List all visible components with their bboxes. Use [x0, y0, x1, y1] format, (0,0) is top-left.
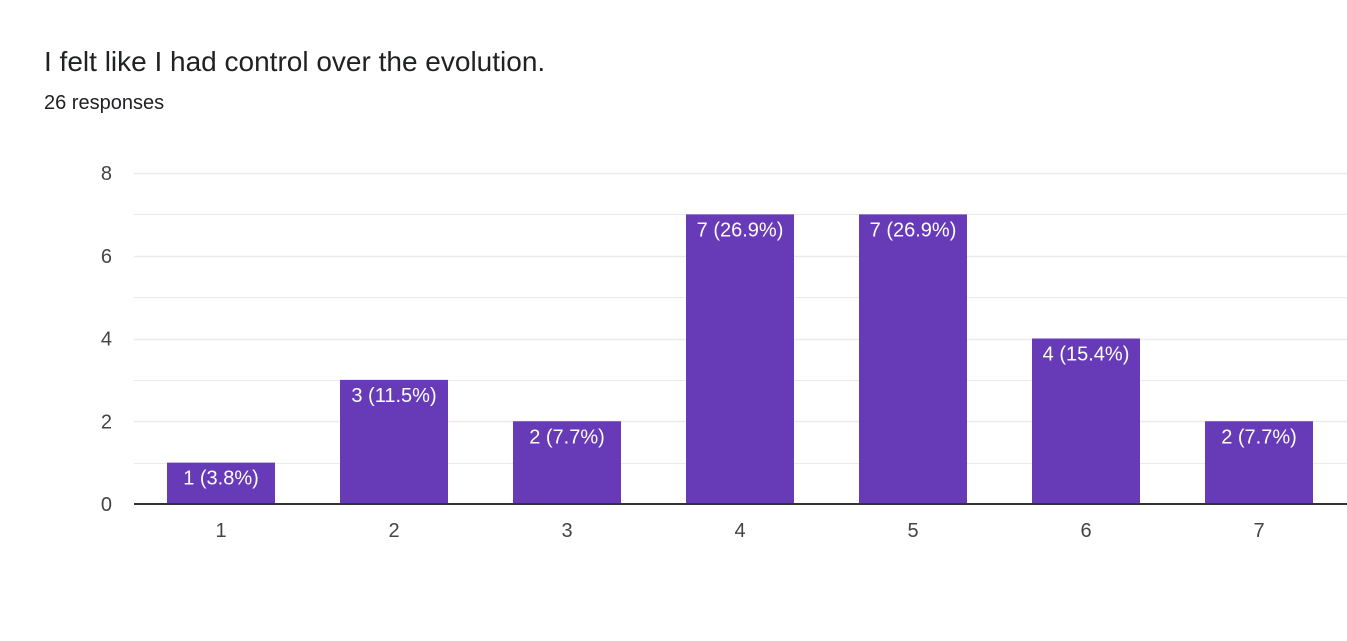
bar-data-label: 2 (7.7%) — [1221, 426, 1297, 448]
bar — [340, 379, 448, 504]
x-tick-label: 2 — [388, 520, 399, 542]
bar-data-label: 7 (26.9%) — [697, 219, 784, 241]
bar-data-label: 1 (3.8%) — [183, 468, 259, 490]
x-tick-label: 1 — [215, 520, 226, 542]
x-tick-label: 3 — [561, 520, 572, 542]
y-tick-label: 2 — [101, 411, 112, 433]
bar — [1032, 338, 1140, 504]
x-tick-label: 5 — [907, 520, 918, 542]
bar — [167, 462, 275, 504]
bar — [686, 214, 794, 504]
y-tick-label: 4 — [101, 329, 112, 351]
bar — [1205, 421, 1313, 504]
y-tick-label: 6 — [101, 246, 112, 268]
bar — [859, 214, 967, 504]
x-tick-label: 7 — [1253, 520, 1264, 542]
bar-data-label: 7 (26.9%) — [870, 219, 957, 241]
bar — [513, 421, 621, 504]
x-tick-label: 6 — [1080, 520, 1091, 542]
bar-data-label: 2 (7.7%) — [529, 426, 605, 448]
y-tick-label: 0 — [101, 494, 112, 516]
question-title: I felt like I had control over the evolu… — [44, 46, 546, 77]
response-count: 26 responses — [44, 92, 165, 114]
bar-data-label: 3 (11.5%) — [351, 385, 436, 407]
x-tick-label: 4 — [734, 520, 745, 542]
bar-data-label: 4 (15.4%) — [1043, 344, 1130, 366]
y-tick-label: 8 — [101, 163, 112, 185]
